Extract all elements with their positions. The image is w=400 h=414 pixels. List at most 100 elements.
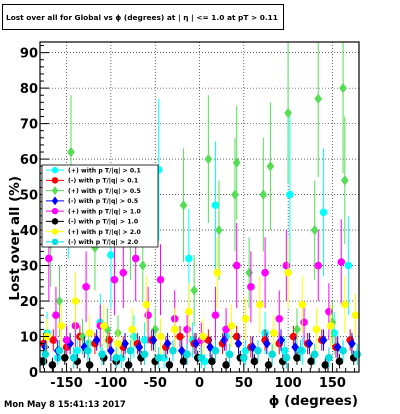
data-point: [142, 300, 151, 309]
data-point: [39, 357, 48, 366]
data-point: [179, 200, 188, 211]
data-point: [85, 329, 94, 337]
data-point: [52, 311, 60, 320]
data-point: [227, 322, 236, 330]
y-tick-label: 90: [20, 47, 38, 62]
data-point: [112, 354, 121, 362]
data-point: [55, 346, 64, 355]
data-point: [185, 307, 193, 316]
legend-marker: [51, 238, 59, 246]
legend-marker: [51, 186, 59, 195]
legend-label: (+) with p T/|q| > 0.1: [68, 167, 141, 175]
timestamp: Mon May 8 15:41:13 2017: [4, 399, 126, 409]
data-point: [110, 275, 119, 284]
data-point: [351, 311, 360, 320]
data-point: [124, 361, 133, 369]
data-point: [335, 357, 344, 366]
data-point: [177, 345, 186, 356]
data-point: [259, 189, 268, 200]
data-point: [192, 338, 200, 349]
data-point: [289, 332, 298, 341]
data-point: [241, 314, 250, 323]
data-point: [248, 342, 257, 353]
data-point: [170, 325, 179, 334]
data-point: [149, 334, 158, 346]
data-point: [284, 268, 292, 277]
data-point: [305, 338, 314, 349]
data-point: [98, 350, 106, 359]
data-point: [268, 350, 276, 359]
data-point: [232, 332, 241, 341]
data-point: [348, 338, 356, 349]
data-point: [67, 146, 75, 158]
data-point: [105, 336, 113, 344]
data-point: [310, 350, 319, 359]
data-point: [169, 346, 177, 355]
legend-label: (+) with p T/|q| > 1.0: [68, 208, 142, 216]
data-point: [154, 354, 163, 362]
y-tick-label: 40: [20, 224, 38, 239]
data-point: [61, 354, 69, 362]
legend-label: (-) with p T/|q| > 1.0: [68, 219, 139, 227]
data-point: [296, 346, 305, 355]
y-tick-label: 0: [29, 366, 38, 381]
data-point: [225, 350, 234, 359]
legend-label: (+) with p T/|q| > 2.0: [68, 229, 142, 237]
data-point: [250, 357, 259, 366]
data-point: [121, 338, 129, 349]
data-point: [319, 334, 328, 346]
data-point: [131, 254, 140, 263]
data-point: [341, 175, 349, 186]
data-point: [326, 322, 335, 330]
data-point: [240, 354, 248, 362]
data-point: [208, 357, 216, 366]
data-point: [85, 361, 94, 369]
data-point: [325, 354, 333, 362]
data-point: [163, 338, 172, 349]
data-point: [310, 224, 319, 236]
legend-marker: [51, 218, 59, 225]
data-point: [92, 334, 101, 346]
data-point: [156, 275, 165, 284]
data-point: [321, 361, 330, 369]
data-point: [176, 332, 184, 341]
axes: -150 -100 -50 0 50 100 150 0 10 20 30 40 50 60 70 80 90: [20, 45, 356, 391]
data-point: [199, 332, 207, 341]
data-point: [197, 354, 206, 362]
data-point: [128, 325, 136, 334]
data-point: [330, 329, 338, 337]
data-point: [266, 161, 275, 172]
data-point: [183, 325, 191, 334]
x-tick-label: 100: [275, 376, 302, 391]
data-point: [254, 346, 262, 355]
data-point: [41, 350, 50, 359]
data-point: [245, 267, 253, 278]
data-point: [119, 268, 128, 277]
data-point: [135, 342, 144, 353]
legend-marker: [51, 228, 59, 235]
data-point: [232, 261, 241, 270]
data-point: [126, 346, 135, 355]
data-point: [234, 338, 243, 349]
legend-marker: [51, 207, 59, 215]
y-tick-label: 60: [20, 153, 38, 168]
data-point: [211, 311, 220, 320]
y-tick-label: 80: [20, 82, 38, 97]
data-point: [255, 300, 264, 309]
data-point: [220, 334, 229, 346]
data-point: [341, 300, 349, 309]
legend-label: (+) with p T/|q| > 0.5: [68, 188, 141, 196]
data-point: [300, 318, 308, 327]
data-point: [215, 224, 223, 236]
data-point: [282, 354, 291, 362]
data-point: [264, 361, 273, 369]
data-point: [275, 314, 284, 323]
data-point: [49, 336, 58, 344]
data-point: [130, 332, 138, 341]
data-point: [55, 295, 64, 307]
legend-marker: [51, 166, 59, 174]
x-tick-label: -150: [50, 376, 83, 391]
data-point: [293, 324, 301, 335]
data-point: [353, 350, 362, 359]
x-tick-label: -100: [95, 376, 128, 391]
